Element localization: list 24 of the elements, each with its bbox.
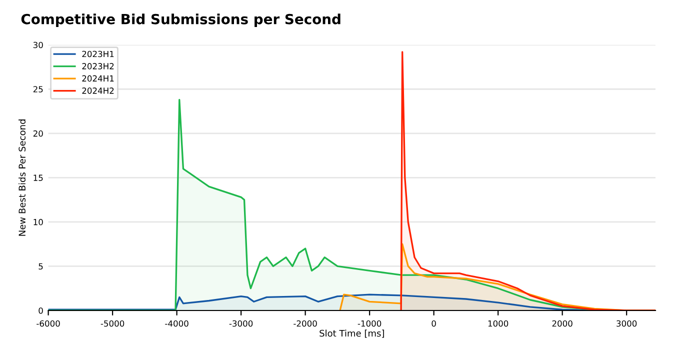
y-tick-label: 10 <box>34 218 43 226</box>
x-tick-label: -1000 <box>358 320 382 327</box>
chart-title: Competitive Bid Submissions per Second <box>21 14 340 28</box>
x-tick-label: -3000 <box>229 320 253 327</box>
x-tick-label: -4000 <box>165 320 188 327</box>
x-tick-label: 1000 <box>488 320 508 327</box>
legend-label: 2023H2 <box>82 63 114 70</box>
y-tick-label: 30 <box>33 42 43 48</box>
x-tick-label: -6000 <box>36 320 60 327</box>
y-tick-label: 5 <box>38 263 43 270</box>
x-tick-label: -2000 <box>294 320 317 327</box>
y-tick-label: 25 <box>33 86 43 92</box>
x-tick-label: 0 <box>432 320 436 327</box>
legend-label: 2023H1 <box>82 50 114 58</box>
x-tick-label: 3000 <box>616 320 637 327</box>
y-axis-title: New Best Bids Per Second <box>18 120 26 236</box>
x-tick-label: 2000 <box>552 320 572 327</box>
legend-label: 2024H2 <box>82 88 114 94</box>
y-tick-label: 0 <box>38 307 43 314</box>
y-tick-label: 20 <box>33 130 43 137</box>
x-axis-title: Slot Time [ms] <box>320 330 384 338</box>
legend-label: 2024H1 <box>82 75 114 82</box>
y-tick-label: 15 <box>34 174 43 181</box>
x-tick-label: -5000 <box>100 320 124 327</box>
